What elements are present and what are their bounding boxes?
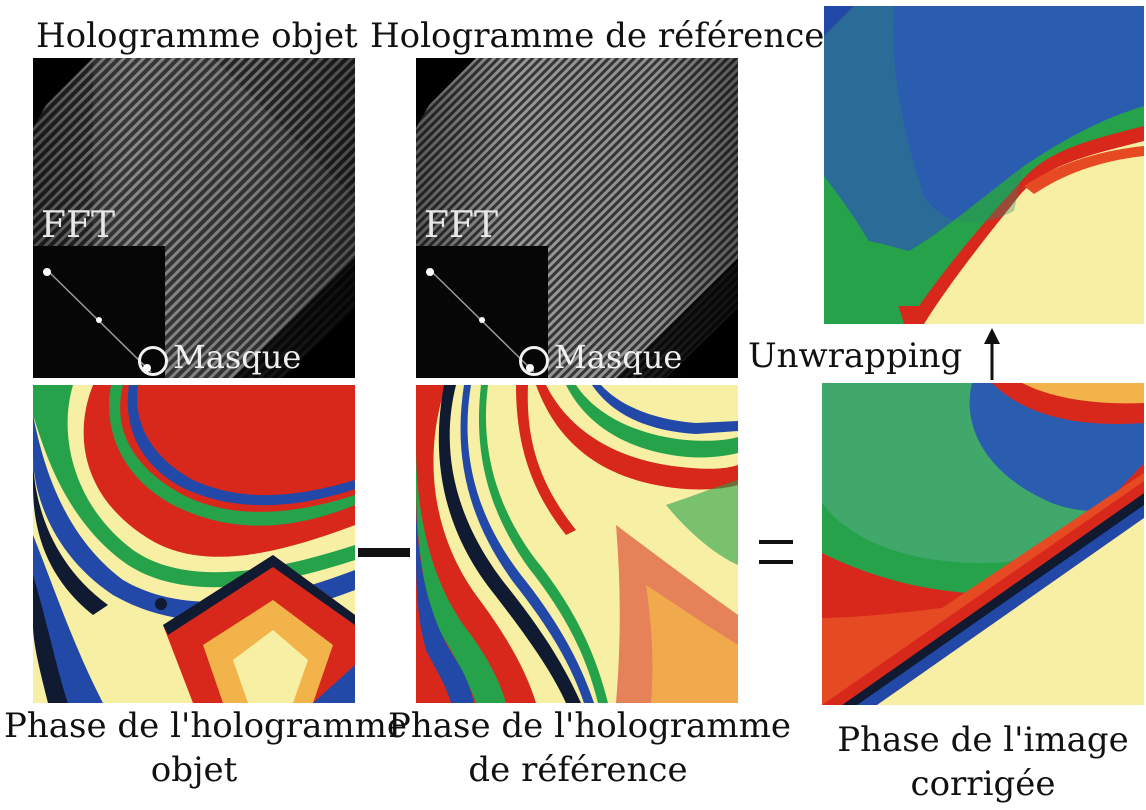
reference-phase-caption-line2: de référence	[468, 750, 688, 790]
corrected-phase-caption-line2: corrigée	[910, 764, 1056, 804]
reference-phase-caption: Phase de l'hologramme de référence	[388, 704, 791, 792]
corrected-unwrapped-phase-image	[824, 6, 1144, 324]
object-phase-caption-line1: Phase de l'hologramme	[4, 706, 407, 746]
corrected-phase-caption: Phase de l'image corrigée	[820, 718, 1146, 806]
corrected-wrapped-phase-image	[822, 383, 1144, 705]
fft-label-reference: FFT	[424, 205, 498, 246]
reference-hologram-image: FFT Masque	[416, 58, 738, 378]
mask-circle-object	[138, 346, 168, 376]
mask-circle-reference	[519, 346, 549, 376]
object-phase-caption-line2: objet	[150, 750, 238, 790]
object-phase-image	[33, 385, 355, 703]
reference-phase-caption-line1: Phase de l'hologramme	[388, 706, 791, 746]
unwrapping-label: Unwrapping	[748, 336, 963, 376]
object-hologram-image: FFT Masque	[33, 58, 355, 378]
mask-label-object: Masque	[173, 338, 302, 376]
fft-label-object: FFT	[41, 205, 115, 246]
equals-operator	[759, 540, 793, 564]
reference-hologram-title: Hologramme de référence	[370, 16, 825, 56]
up-arrow-icon	[980, 328, 1004, 380]
object-hologram-title: Hologramme objet	[36, 16, 358, 56]
minus-operator	[358, 548, 410, 557]
reference-phase-image	[416, 385, 738, 703]
mask-label-reference: Masque	[554, 338, 683, 376]
corrected-phase-caption-line1: Phase de l'image	[837, 720, 1129, 760]
object-phase-caption: Phase de l'hologramme objet	[4, 704, 407, 792]
